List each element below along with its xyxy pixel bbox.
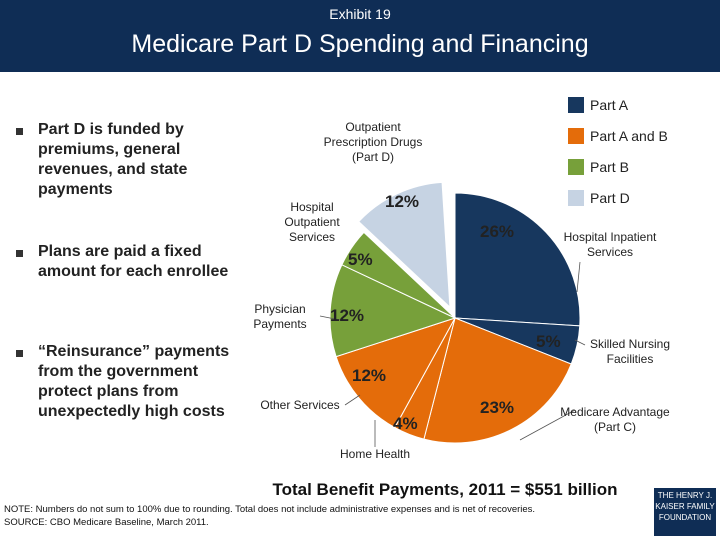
note: NOTE: Numbers do not sum to 100% due to … <box>4 504 536 515</box>
slice-label: Physician Payments <box>253 302 307 331</box>
slice-label: Other Services <box>260 398 340 412</box>
value-label: 12% <box>385 192 420 211</box>
value-label: 5% <box>536 332 561 351</box>
legend-label: Part B <box>590 159 629 175</box>
legend-swatch <box>568 128 584 144</box>
pie-slice <box>329 264 457 358</box>
logo: THE HENRY J. KAISER FAMILY FOUNDATION <box>654 488 716 536</box>
slice-label: Hospital Outpatient Services <box>284 200 340 244</box>
value-label: 5% <box>348 250 373 269</box>
leader-line <box>576 261 581 293</box>
pie-slice <box>423 317 572 444</box>
pie-slice <box>341 231 456 319</box>
leader-line <box>574 339 586 346</box>
value-label: 4% <box>393 414 418 433</box>
chart-title: Medicare Part D Spending and Financing <box>131 30 589 58</box>
slice-label: Medicare Advantage (Part C) <box>560 405 670 434</box>
slice-label: Outpatient Prescription Drugs (Part D) <box>323 120 423 164</box>
source: SOURCE: CBO Medicare Baseline, March 201… <box>4 517 209 528</box>
value-label: 12% <box>352 366 387 385</box>
value-label: 23% <box>480 398 515 417</box>
caption: Total Benefit Payments, 2011 = $551 bill… <box>272 480 618 499</box>
legend-swatch <box>568 159 584 175</box>
leader-line <box>319 315 341 321</box>
bullet-text: Part D is funded by premiums, general re… <box>38 121 188 198</box>
value-label: 12% <box>330 306 365 325</box>
slice-label: Hospital Inpatient Services <box>563 230 657 259</box>
legend-swatch <box>568 190 584 206</box>
slice-label: Home Health <box>339 447 411 461</box>
bullet-marker <box>16 350 23 357</box>
bullet-text: “Reinsurance” payments from the governme… <box>38 343 230 420</box>
legend-label: Part D <box>590 190 630 206</box>
bullet-text: Plans are paid a fixed amount for each e… <box>38 243 229 280</box>
value-label: 26% <box>480 222 515 241</box>
pie-slice <box>358 181 451 309</box>
bullet-marker <box>16 128 23 135</box>
header-band <box>0 0 720 72</box>
slice-label: Skilled Nursing Facilities <box>589 337 671 366</box>
leader-line <box>344 394 361 406</box>
exhibit-label: Exhibit 19 <box>329 6 391 22</box>
legend-swatch <box>568 97 584 113</box>
bullet-marker <box>16 250 23 257</box>
legend-label: Part A and B <box>590 128 668 144</box>
pie-slice <box>335 317 457 429</box>
leader-line <box>519 409 576 441</box>
legend-label: Part A <box>590 97 629 113</box>
pie-slice <box>454 192 581 327</box>
